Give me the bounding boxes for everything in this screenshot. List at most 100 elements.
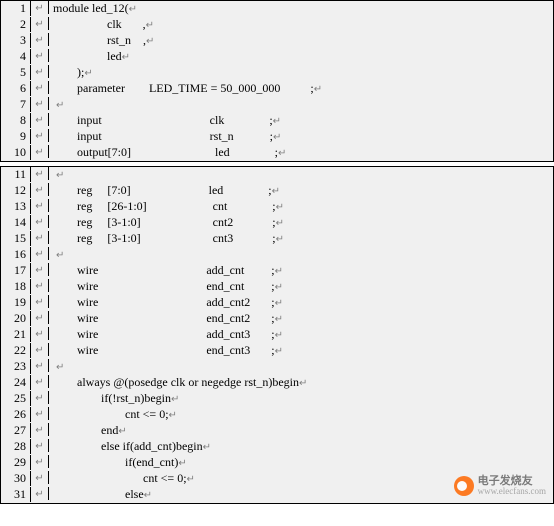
line-number: 16 (1, 247, 31, 262)
code-row: 12 ↵ reg [7:0] led ;↵ (1, 183, 553, 199)
line-number: 18 (1, 279, 31, 294)
paragraph-mark: ↵ (31, 423, 49, 436)
code-text: wire end_cnt3 ;↵ (49, 343, 553, 358)
paragraph-mark: ↵ (31, 327, 49, 340)
line-end-mark: ↵ (122, 52, 130, 63)
code-text: if(end_cnt)↵ (49, 455, 553, 470)
code-row: 7↵ ↵ (1, 97, 553, 113)
code-row: 1 ↵module led_12(↵ (1, 1, 553, 17)
line-number: 5 (1, 65, 31, 80)
paragraph-mark: ↵ (31, 407, 49, 420)
line-number: 12 (1, 183, 31, 198)
line-end-mark: ↵ (146, 20, 154, 31)
code-row: 20↵ wire end_cnt2 ;↵ (1, 311, 553, 327)
line-number: 20 (1, 311, 31, 326)
code-row: 27↵ end↵ (1, 423, 553, 439)
line-number: 19 (1, 295, 31, 310)
line-end-mark: ↵ (84, 68, 92, 79)
line-number: 25 (1, 391, 31, 406)
code-text: module led_12(↵ (49, 1, 553, 16)
line-end-mark: ↵ (146, 36, 154, 47)
line-number: 24 (1, 375, 31, 390)
code-text: input clk ;↵ (49, 113, 553, 128)
code-text: reg [7:0] led ;↵ (49, 183, 553, 198)
line-number: 3 (1, 33, 31, 48)
paragraph-mark: ↵ (31, 199, 49, 212)
code-text: parameter LED_TIME = 50_000_000 ;↵ (49, 81, 553, 96)
line-number: 11 (1, 167, 31, 182)
code-row: 2↵ clk ,↵ (1, 17, 553, 33)
code-row: 23↵ ↵ (1, 359, 553, 375)
paragraph-mark: ↵ (31, 167, 49, 180)
line-end-mark: ↵ (144, 490, 152, 501)
code-text: ↵ (49, 167, 553, 182)
line-number: 9 (1, 129, 31, 144)
code-row: 29↵ if(end_cnt)↵ (1, 455, 553, 471)
line-end-mark: ↵ (129, 4, 137, 15)
code-text: if(!rst_n)begin↵ (49, 391, 553, 406)
line-number: 22 (1, 343, 31, 358)
paragraph-mark: ↵ (31, 17, 49, 30)
code-text: clk ,↵ (49, 17, 553, 32)
code-row: 19↵ wire add_cnt2 ;↵ (1, 295, 553, 311)
paragraph-mark: ↵ (31, 247, 49, 260)
line-end-mark: ↵ (171, 394, 179, 405)
code-row: 13↵ reg [26-1:0] cnt ;↵ (1, 199, 553, 215)
watermark: 电子发烧友 www.elecfans.com (454, 476, 546, 496)
code-row: 6↵ parameter LED_TIME = 50_000_000 ;↵ (1, 81, 553, 97)
code-text: );↵ (49, 65, 553, 80)
code-row: 16↵ ↵ (1, 247, 553, 263)
line-number: 26 (1, 407, 31, 422)
line-number: 27 (1, 423, 31, 438)
line-end-mark: ↵ (275, 266, 283, 277)
paragraph-mark: ↵ (31, 113, 49, 126)
paragraph-mark: ↵ (31, 65, 49, 78)
code-text: ↵ (49, 247, 553, 262)
paragraph-mark: ↵ (31, 471, 49, 484)
paragraph-mark: ↵ (31, 311, 49, 324)
code-text: reg [3-1:0] cnt3 ;↵ (49, 231, 553, 246)
paragraph-mark: ↵ (31, 391, 49, 404)
line-number: 10 (1, 145, 31, 160)
code-row: 5↵ );↵ (1, 65, 553, 81)
line-end-mark: ↵ (56, 100, 64, 111)
line-number: 17 (1, 263, 31, 278)
line-number: 28 (1, 439, 31, 454)
line-end-mark: ↵ (203, 442, 211, 453)
watermark-text: 电子发烧友 www.elecfans.com (478, 476, 546, 496)
line-end-mark: ↵ (275, 330, 283, 341)
code-text: wire add_cnt2 ;↵ (49, 295, 553, 310)
line-number: 23 (1, 359, 31, 374)
line-end-mark: ↵ (276, 234, 284, 245)
code-block-2: 11↵ ↵12↵ reg [7:0] led ;↵13↵ reg [26-1:0… (0, 166, 554, 504)
code-row: 28↵ else if(add_cnt)begin↵ (1, 439, 553, 455)
paragraph-mark: ↵ (31, 129, 49, 142)
line-end-mark: ↵ (273, 132, 281, 143)
line-end-mark: ↵ (118, 426, 126, 437)
paragraph-mark: ↵ (31, 439, 49, 452)
line-end-mark: ↵ (275, 314, 283, 325)
line-end-mark: ↵ (272, 186, 280, 197)
code-text: input rst_n ;↵ (49, 129, 553, 144)
code-row: 15 ↵ reg [3-1:0] cnt3 ;↵ (1, 231, 553, 247)
code-text: rst_n ,↵ (49, 33, 553, 48)
line-number: 30 (1, 471, 31, 486)
code-text: output[7:0] led ;↵ (49, 145, 553, 160)
code-row: 26↵ cnt <= 0;↵ (1, 407, 553, 423)
paragraph-mark: ↵ (31, 145, 49, 158)
line-number: 15 (1, 231, 31, 246)
code-row: 21↵ wire add_cnt3 ;↵ (1, 327, 553, 343)
paragraph-mark: ↵ (31, 97, 49, 110)
code-row: 8↵ input clk ;↵ (1, 113, 553, 129)
code-text: ↵ (49, 97, 553, 112)
logo-icon (454, 476, 474, 496)
line-number: 1 (1, 1, 31, 16)
paragraph-mark: ↵ (31, 455, 49, 468)
paragraph-mark: ↵ (31, 487, 49, 500)
line-end-mark: ↵ (314, 84, 322, 95)
code-text: else if(add_cnt)begin↵ (49, 439, 553, 454)
line-end-mark: ↵ (278, 148, 286, 159)
line-end-mark: ↵ (276, 218, 284, 229)
line-number: 8 (1, 113, 31, 128)
paragraph-mark: ↵ (31, 263, 49, 276)
